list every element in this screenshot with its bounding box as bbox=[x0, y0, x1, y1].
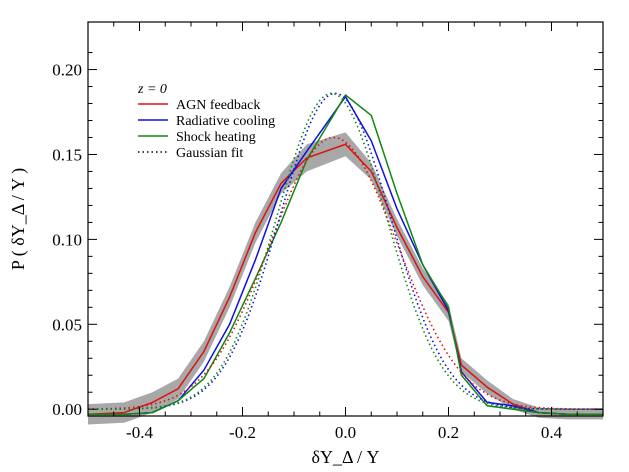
shock-heating-line bbox=[88, 93, 603, 416]
error-band-layer bbox=[88, 132, 603, 425]
gaussian-fit-agn-feedback-line bbox=[88, 136, 603, 410]
x-tick-label: 0.2 bbox=[438, 423, 459, 442]
legend-label-gaussian-fit: Gaussian fit bbox=[176, 146, 243, 161]
x-tick-label: -0.2 bbox=[229, 423, 256, 442]
gaussian-fit-shock-heating-line bbox=[88, 92, 603, 410]
radiative-cooling-line bbox=[88, 95, 603, 416]
y-tick-label: 0.00 bbox=[52, 400, 82, 419]
x-axis-title: δY_Δ / Y bbox=[311, 447, 379, 467]
y-tick-label: 0.10 bbox=[52, 230, 82, 249]
tick-layer: -0.4 -0.2 0.0 0.2 0.4 0.00 0.05 0.10 0.15 0.20 bbox=[52, 22, 604, 442]
x-tick-label: 0.0 bbox=[335, 423, 356, 442]
legend-label-radiative-cooling: Radiative cooling bbox=[176, 114, 275, 129]
legend-label-shock-heating: Shock heating bbox=[176, 130, 256, 145]
agn-feedback-error-band bbox=[88, 132, 603, 425]
agn-feedback-line bbox=[87, 143, 603, 416]
y-axis-title: P ( δY_Δ / Y ) bbox=[8, 168, 29, 270]
legend-title: z = 0 bbox=[137, 82, 167, 97]
y-tick-label: 0.20 bbox=[52, 61, 82, 80]
x-tick-label: -0.4 bbox=[126, 423, 153, 442]
x-tick-label: 0.4 bbox=[541, 423, 563, 442]
y-tick-label: 0.15 bbox=[52, 145, 82, 164]
y-tick-label: 0.05 bbox=[52, 315, 82, 334]
series-layer bbox=[87, 92, 603, 416]
legend-label-agn-feedback: AGN feedback bbox=[176, 98, 260, 113]
